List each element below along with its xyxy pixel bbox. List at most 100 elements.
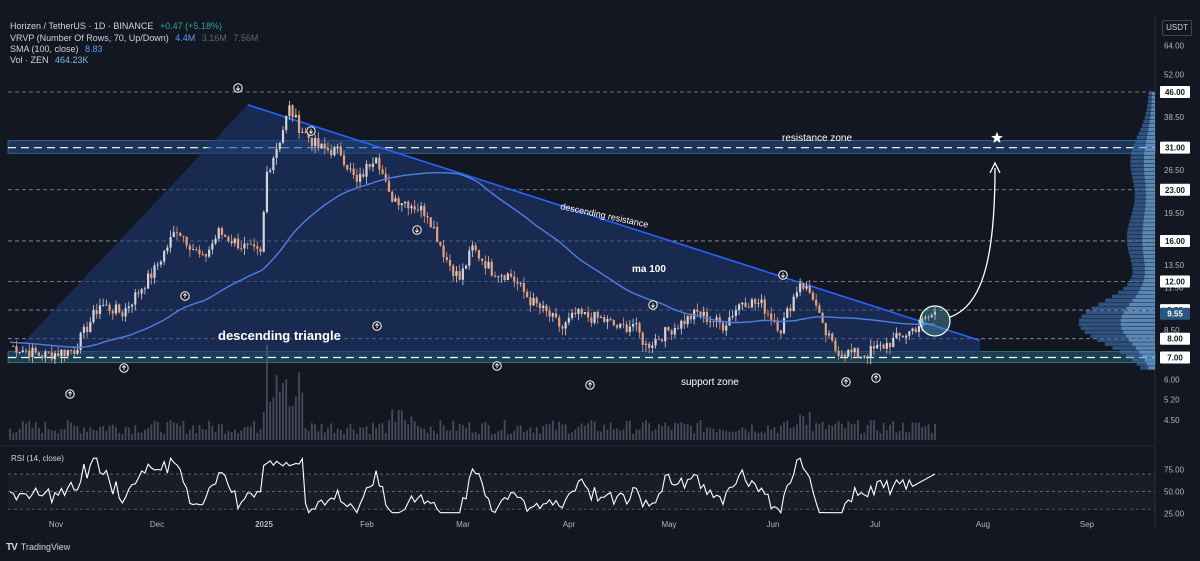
profile-row-up xyxy=(1142,246,1155,251)
profile-row-up xyxy=(1143,159,1155,164)
candle-body xyxy=(924,316,927,319)
volume-bar xyxy=(484,421,487,440)
volume-bar xyxy=(143,429,146,440)
candle-body xyxy=(175,232,179,234)
candle-body xyxy=(513,276,516,282)
candle-body xyxy=(651,345,654,349)
candle-body xyxy=(721,322,725,331)
volume-bar xyxy=(934,423,936,440)
candle-body xyxy=(631,324,635,327)
volume-bar xyxy=(34,421,37,440)
candle-body xyxy=(294,114,297,118)
candle-body xyxy=(744,302,747,308)
candle-body xyxy=(766,313,770,315)
candle-body xyxy=(208,249,211,257)
volume-bar xyxy=(429,426,432,440)
volume-bar xyxy=(526,430,529,440)
candle-body xyxy=(73,350,76,354)
profile-row-up xyxy=(1142,243,1155,247)
volume-bar xyxy=(741,427,744,440)
candle-body xyxy=(143,288,146,290)
y-tick-label: 26.50 xyxy=(1164,166,1185,175)
candle-body xyxy=(542,305,545,309)
volume-bar xyxy=(866,425,869,440)
candle-body xyxy=(840,354,843,356)
profile-row-up xyxy=(1149,119,1155,124)
sma-legend[interactable]: SMA (100, close) 8.83 xyxy=(10,44,107,55)
candle-body xyxy=(118,304,121,313)
candle-body xyxy=(545,305,548,312)
volume-bar xyxy=(680,422,683,440)
candle-body xyxy=(712,321,715,322)
x-tick-label: May xyxy=(661,520,676,529)
profile-row-up xyxy=(1143,254,1155,259)
symbol-header[interactable]: Horizen / TetherUS · 1D · BINANCE +0.47 … xyxy=(10,21,226,32)
arrow-up-glyph xyxy=(121,365,127,371)
profile-row xyxy=(1133,143,1155,148)
candle-body xyxy=(323,143,326,148)
candle-body xyxy=(60,349,63,357)
vrvp-legend[interactable]: VRVP (Number Of Rows, 70, Up/Down) 4.4M … xyxy=(10,33,262,44)
volume-bar xyxy=(150,424,153,440)
candle-body xyxy=(127,306,130,309)
profile-row xyxy=(1081,314,1155,319)
volume-bar xyxy=(911,422,914,440)
candle-body xyxy=(191,249,195,250)
volume-bar xyxy=(786,420,789,440)
tradingview-brand[interactable]: TV TradingView xyxy=(6,540,70,554)
profile-row xyxy=(1147,103,1155,108)
candle-body xyxy=(596,311,599,318)
volume-bar xyxy=(66,420,69,440)
candle-body xyxy=(28,350,31,358)
volume-bar xyxy=(747,432,750,440)
volume-bars xyxy=(9,345,936,440)
profile-row xyxy=(1148,92,1155,96)
profile-row-up xyxy=(1144,258,1155,263)
price-label-box xyxy=(1160,351,1190,364)
candle-body xyxy=(615,325,619,328)
currency-button[interactable]: USDT xyxy=(1162,20,1192,36)
volume-bar xyxy=(744,429,747,440)
candle-body xyxy=(336,146,339,148)
candle-body xyxy=(856,348,860,358)
profile-row xyxy=(1097,338,1155,342)
volume-bar xyxy=(654,429,657,440)
volume-bar xyxy=(648,423,651,440)
volume-bar xyxy=(102,426,105,440)
volume-bar xyxy=(288,406,291,440)
volume-legend[interactable]: Vol · ZEN 464.23K xyxy=(10,55,93,66)
profile-row-up xyxy=(1144,151,1155,156)
volume-bar xyxy=(176,423,178,440)
price-label: 7.00 xyxy=(1167,354,1183,363)
volume-bar xyxy=(436,433,439,440)
volume-bar xyxy=(21,421,24,440)
resistance-zone-label: resistance zone xyxy=(782,133,852,144)
profile-row-up xyxy=(1144,215,1155,219)
candle-body xyxy=(63,349,66,356)
candle-body xyxy=(779,330,782,334)
candle-body xyxy=(275,149,278,158)
candle-body xyxy=(728,317,731,326)
profile-row-up xyxy=(1138,290,1155,295)
candle-body xyxy=(811,292,815,300)
candle-body xyxy=(548,311,551,317)
candle-body xyxy=(169,237,172,248)
volume-bar xyxy=(831,425,834,440)
candle-body xyxy=(908,331,911,336)
candle-body xyxy=(69,350,73,351)
volume-bar xyxy=(853,424,856,440)
candle-body xyxy=(921,318,924,327)
y-tick-label: 4.50 xyxy=(1164,416,1180,425)
profile-row xyxy=(1118,290,1155,295)
candle-body xyxy=(442,245,445,258)
volume-bar xyxy=(388,420,390,440)
volume-bar xyxy=(812,431,814,440)
volume-bar xyxy=(9,428,11,440)
profile-row xyxy=(1136,362,1155,366)
volume-bar xyxy=(914,422,917,440)
volume-value: 464.23K xyxy=(55,55,89,65)
volume-bar xyxy=(590,420,593,440)
candle-body xyxy=(243,243,246,249)
